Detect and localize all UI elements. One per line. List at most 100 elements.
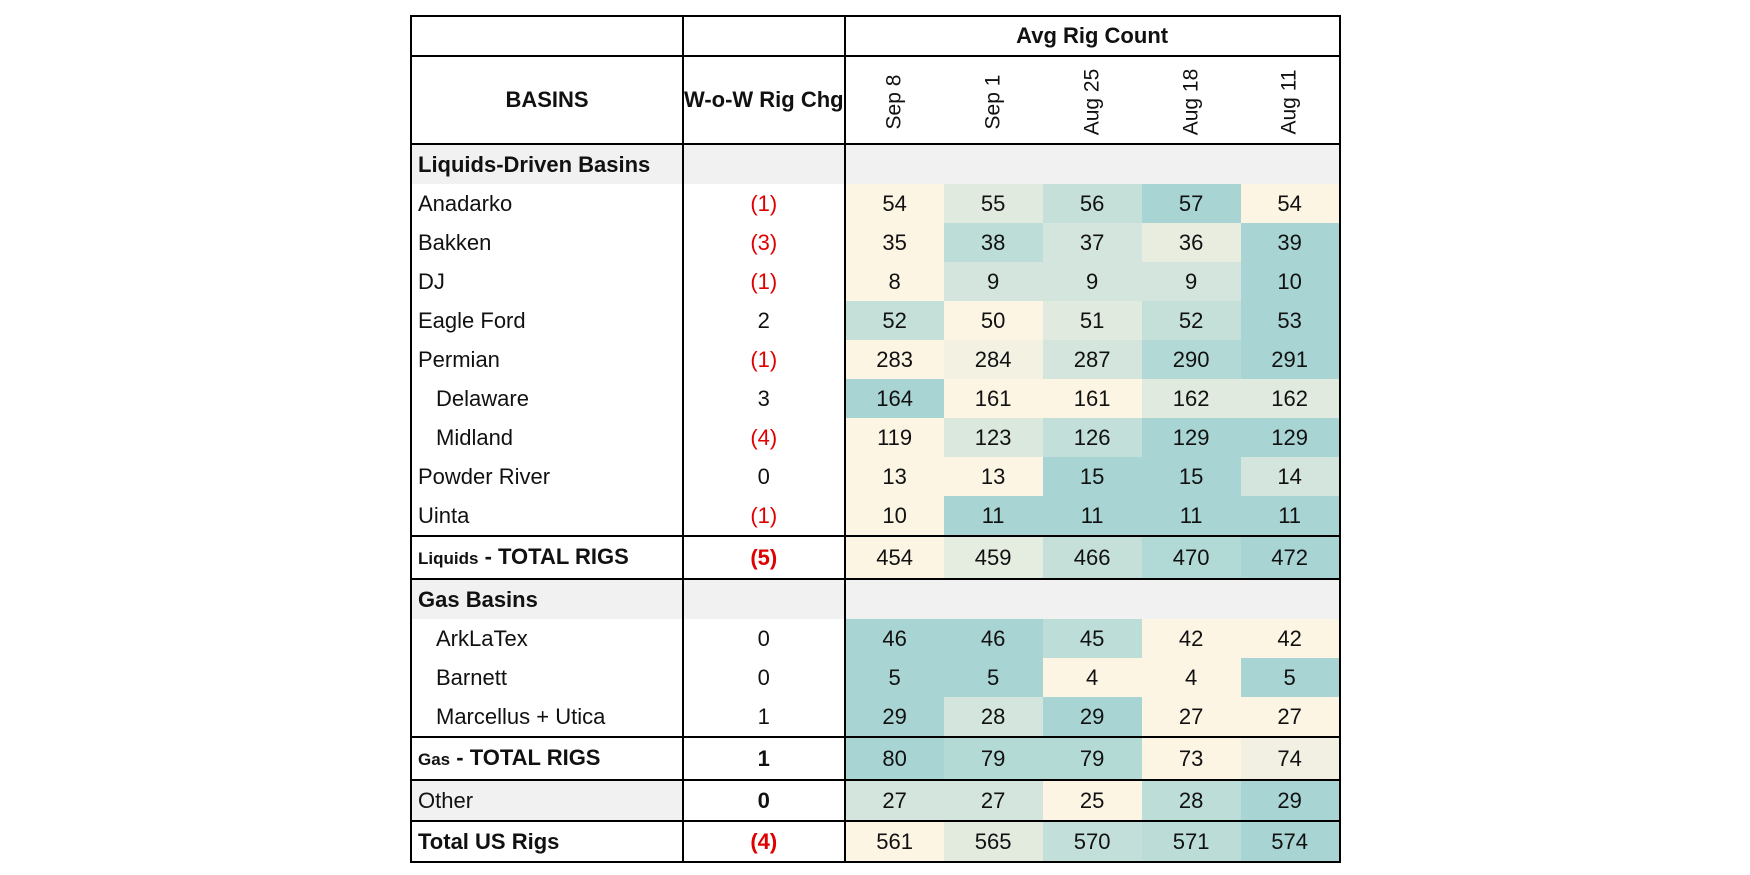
rig-count-cell: 4 — [1141, 658, 1241, 697]
total-label-suffix: - TOTAL RIGS — [478, 544, 629, 569]
rig-count-cell: 73 — [1141, 736, 1241, 781]
rig-count-cell: 27 — [844, 779, 944, 822]
wow-change-value: (1) — [683, 496, 846, 536]
rig-count-cell: 74 — [1240, 736, 1341, 781]
basin-label: Other — [410, 779, 684, 822]
wow-change-value: (1) — [683, 184, 846, 223]
rig-count-cell: 162 — [1141, 379, 1241, 418]
rig-count-cell: 10 — [844, 496, 944, 536]
rig-count-cell: 10 — [1240, 262, 1341, 301]
rig-count-cell: 53 — [1240, 301, 1341, 340]
header-row-columns: BASINS W-o-W Rig Chg Sep 8 Sep 1 Aug 25 Aug… — [410, 56, 1341, 145]
header-blank-change — [683, 15, 846, 57]
wow-change-value: 3 — [683, 379, 846, 418]
wow-change-value: 1 — [683, 697, 846, 737]
rig-count-cell: 454 — [844, 535, 944, 580]
table-row: Uinta (1) 10 11 11 11 11 — [410, 496, 1341, 536]
rig-count-cell: 13 — [943, 457, 1043, 496]
total-row: Liquids - TOTAL RIGS (5) 454 459 466 470 472 — [410, 535, 1341, 580]
grand-row: Total US Rigs (4) 561 565 570 571 574 — [410, 820, 1341, 863]
date-label: Sep 8 — [882, 74, 906, 129]
rig-count-cell: 561 — [844, 820, 944, 863]
rig-count-cell: 51 — [1042, 301, 1142, 340]
date-column-header: Sep 1 — [943, 56, 1043, 145]
rig-count-cell: 291 — [1240, 340, 1341, 379]
rig-count-cell: 39 — [1240, 223, 1341, 262]
section-row: Gas Basins — [410, 579, 1341, 619]
wow-change-header: W-o-W Rig Chg — [683, 56, 846, 145]
rig-count-cell: 161 — [1042, 379, 1142, 418]
rig-count-cell: 57 — [1141, 184, 1241, 223]
date-column-header: Aug 11 — [1240, 56, 1341, 145]
rig-count-cell: 129 — [1240, 418, 1341, 457]
rig-count-cell: 119 — [844, 418, 944, 457]
rig-count-cell: 27 — [1141, 697, 1241, 737]
rig-count-cell: 28 — [943, 697, 1043, 737]
total-label-prefix: Liquids — [418, 549, 479, 568]
rig-count-cell: 287 — [1042, 340, 1142, 379]
wow-change-value: (1) — [683, 340, 846, 379]
basin-label: Midland — [410, 418, 684, 457]
basin-label: Anadarko — [410, 184, 684, 223]
rig-count-cell: 126 — [1042, 418, 1142, 457]
basin-label: Permian — [410, 340, 684, 379]
table-row: Barnett 0 5 5 4 4 5 — [410, 658, 1341, 697]
header-row-group: Avg Rig Count — [410, 15, 1341, 57]
table-row: Midland (4) 119 123 126 129 129 — [410, 418, 1341, 457]
rig-count-cell: 283 — [844, 340, 944, 379]
rig-count-cell: 15 — [1042, 457, 1142, 496]
wow-change-value: (4) — [683, 418, 846, 457]
avg-rig-count-header: Avg Rig Count — [844, 15, 1341, 57]
rig-count-cell: 11 — [943, 496, 1043, 536]
table-row: Marcellus + Utica 1 29 28 29 27 27 — [410, 697, 1341, 737]
rig-count-cell: 38 — [943, 223, 1043, 262]
date-label: Sep 1 — [981, 74, 1005, 129]
date-column-header: Aug 18 — [1141, 56, 1241, 145]
rig-count-cell: 25 — [1042, 779, 1142, 822]
rig-count-cell: 42 — [1141, 619, 1241, 658]
wow-change-value: (3) — [683, 223, 846, 262]
rig-count-cell: 5 — [943, 658, 1043, 697]
basin-label: Uinta — [410, 496, 684, 536]
rig-count-cell: 52 — [844, 301, 944, 340]
rig-count-cell: 565 — [943, 820, 1043, 863]
basin-label: Liquids - TOTAL RIGS — [410, 535, 684, 580]
header-blank-basin — [410, 15, 684, 57]
basin-label: DJ — [410, 262, 684, 301]
rig-count-cell: 290 — [1141, 340, 1241, 379]
rig-count-cell: 11 — [1042, 496, 1142, 536]
section-values-blank — [844, 579, 1341, 619]
wow-change-value: 0 — [683, 457, 846, 496]
rig-count-cell: 571 — [1141, 820, 1241, 863]
total-label-suffix: - TOTAL RIGS — [450, 745, 601, 770]
rig-count-cell: 29 — [844, 697, 944, 737]
rig-count-cell: 459 — [943, 535, 1043, 580]
table-row: Powder River 0 13 13 15 15 14 — [410, 457, 1341, 496]
rig-count-cell: 164 — [844, 379, 944, 418]
rig-count-cell: 129 — [1141, 418, 1241, 457]
table-row: ArkLaTex 0 46 46 45 42 42 — [410, 619, 1341, 658]
wow-change-value: 0 — [683, 779, 846, 822]
wow-change-value: (1) — [683, 262, 846, 301]
date-label: Aug 11 — [1277, 69, 1301, 134]
basin-label: Delaware — [410, 379, 684, 418]
date-label: Aug 18 — [1179, 68, 1203, 135]
other-row: Other 0 27 27 25 28 29 — [410, 779, 1341, 822]
total-label-prefix: Gas — [418, 750, 451, 769]
wow-change-value: (4) — [683, 820, 846, 863]
rig-count-cell: 9 — [1141, 262, 1241, 301]
rig-count-cell: 574 — [1240, 820, 1341, 863]
rig-count-cell: 45 — [1042, 619, 1142, 658]
rig-count-cell: 466 — [1042, 535, 1142, 580]
rig-count-cell: 15 — [1141, 457, 1241, 496]
rig-count-cell: 37 — [1042, 223, 1142, 262]
section-row: Liquids-Driven Basins — [410, 144, 1341, 184]
basins-header: BASINS — [410, 56, 684, 145]
rig-count-cell: 472 — [1240, 535, 1341, 580]
rig-count-cell: 162 — [1240, 379, 1341, 418]
rig-count-cell: 9 — [943, 262, 1043, 301]
basin-label: Gas - TOTAL RIGS — [410, 736, 684, 781]
rig-count-cell: 470 — [1141, 535, 1241, 580]
rig-count-cell: 29 — [1240, 779, 1341, 822]
rig-count-cell: 27 — [943, 779, 1043, 822]
